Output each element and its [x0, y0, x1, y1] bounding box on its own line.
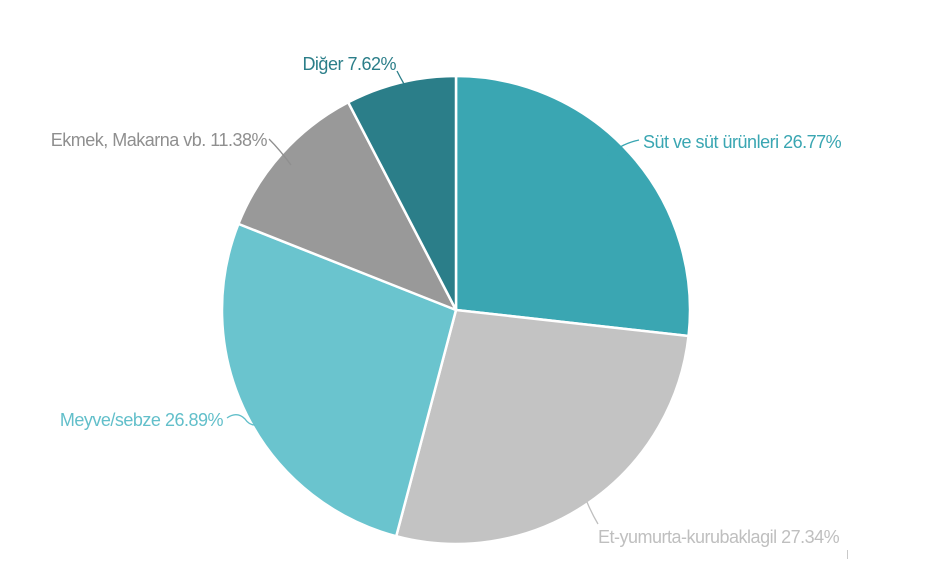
- leader-line-3: [268, 138, 292, 166]
- leader-line-2: [226, 414, 256, 426]
- stray-tick-artifact: [847, 550, 848, 559]
- label-leader-lines: [226, 70, 640, 525]
- slice-label-4: Diğer 7.62%: [302, 54, 396, 74]
- leader-line-1: [586, 501, 599, 525]
- slice-label-3: Ekmek, Makarna vb. 11.38%: [51, 130, 268, 150]
- pie-slice-4[interactable]: [346, 74, 458, 312]
- leader-line-4: [396, 70, 405, 85]
- leader-line-0: [606, 139, 640, 158]
- slice-labels: Süt ve süt ürünleri 26.77% Et-yumurta-kur…: [51, 54, 842, 547]
- pie-slice-2[interactable]: [220, 222, 458, 538]
- pie-slice-0[interactable]: [454, 74, 692, 338]
- slice-label-0: Süt ve süt ürünleri 26.77%: [643, 132, 842, 152]
- slice-label-2: Meyve/sebze 26.89%: [60, 410, 224, 430]
- pie-slices: [220, 74, 692, 546]
- slice-label-1: Et-yumurta-kurubaklagil 27.34%: [598, 527, 840, 547]
- pie-slice-1[interactable]: [394, 308, 690, 546]
